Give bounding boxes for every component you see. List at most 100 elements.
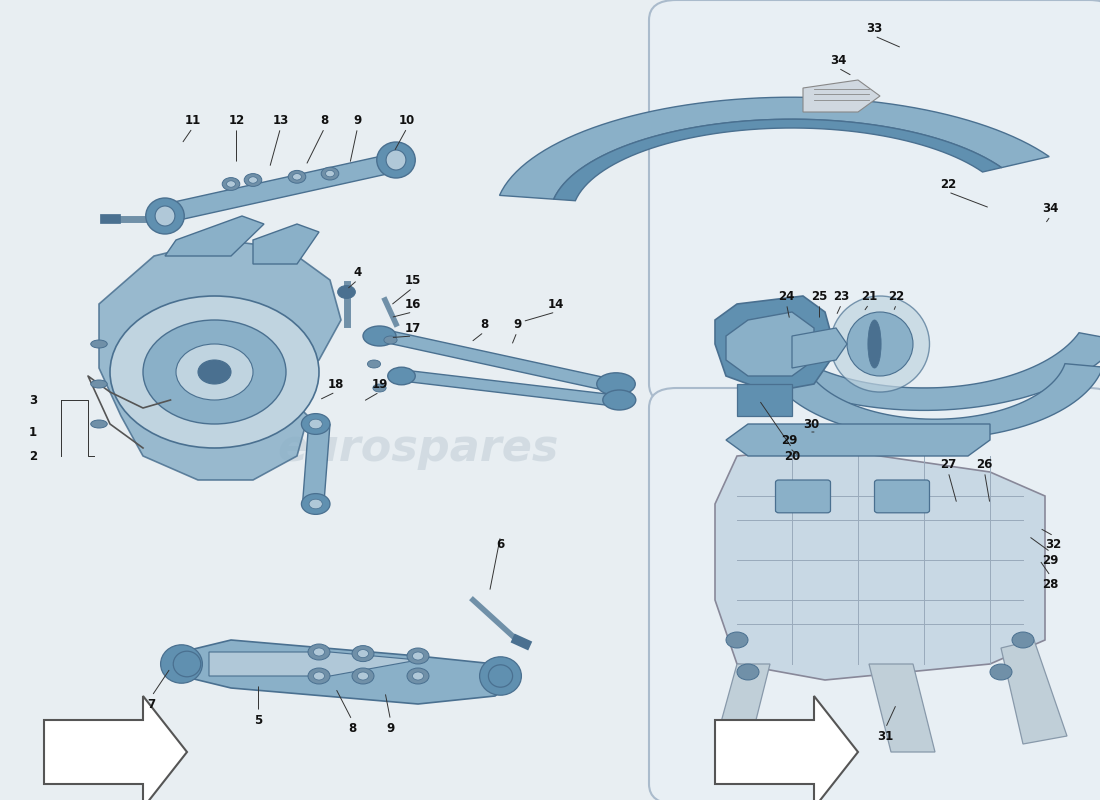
Text: 14: 14 [548, 298, 563, 310]
Polygon shape [774, 364, 1100, 438]
Text: 2: 2 [29, 450, 37, 462]
Text: 24: 24 [779, 290, 794, 302]
Circle shape [176, 344, 253, 400]
Circle shape [407, 668, 429, 684]
Ellipse shape [363, 326, 396, 346]
Text: 19: 19 [372, 378, 387, 390]
Ellipse shape [597, 373, 636, 395]
Circle shape [737, 664, 759, 680]
Circle shape [293, 174, 301, 180]
Text: 34: 34 [1043, 202, 1058, 214]
Text: 34: 34 [830, 54, 846, 66]
Text: 9: 9 [386, 722, 395, 734]
Polygon shape [715, 696, 858, 800]
Circle shape [990, 664, 1012, 680]
Circle shape [412, 652, 424, 660]
Polygon shape [385, 330, 605, 390]
Circle shape [314, 672, 324, 680]
Text: 29: 29 [1043, 554, 1058, 566]
Ellipse shape [480, 657, 521, 695]
Polygon shape [407, 370, 610, 406]
Ellipse shape [868, 320, 881, 368]
Text: 10: 10 [399, 114, 415, 126]
Text: 17: 17 [405, 322, 420, 334]
Polygon shape [302, 424, 330, 504]
Text: 20: 20 [784, 450, 800, 462]
Text: 29: 29 [782, 434, 797, 446]
FancyBboxPatch shape [649, 0, 1100, 404]
Ellipse shape [90, 340, 108, 348]
Polygon shape [803, 80, 880, 112]
Ellipse shape [90, 420, 108, 428]
Text: 18: 18 [328, 378, 343, 390]
Text: 26: 26 [977, 458, 992, 470]
Polygon shape [1001, 640, 1067, 744]
Text: 31: 31 [878, 730, 893, 742]
Text: 33: 33 [867, 22, 882, 34]
Text: 9: 9 [353, 114, 362, 126]
Polygon shape [902, 480, 1012, 560]
Text: 5: 5 [254, 714, 263, 726]
Polygon shape [869, 664, 935, 752]
Text: 21: 21 [861, 290, 877, 302]
Circle shape [1012, 632, 1034, 648]
Circle shape [288, 170, 306, 183]
Polygon shape [727, 333, 1100, 410]
Polygon shape [726, 424, 990, 456]
Text: 28: 28 [1043, 578, 1058, 590]
Ellipse shape [90, 380, 108, 388]
Text: 25: 25 [812, 290, 827, 302]
Polygon shape [715, 664, 770, 752]
Circle shape [309, 419, 322, 429]
Ellipse shape [488, 665, 513, 687]
Ellipse shape [145, 198, 185, 234]
Text: 32: 32 [1046, 538, 1062, 550]
Polygon shape [499, 98, 1049, 199]
Ellipse shape [847, 312, 913, 376]
Text: 22: 22 [940, 178, 956, 190]
Polygon shape [154, 150, 407, 226]
Text: 27: 27 [940, 458, 956, 470]
FancyBboxPatch shape [649, 388, 1100, 800]
Text: 13: 13 [273, 114, 288, 126]
Circle shape [309, 499, 322, 509]
Circle shape [358, 650, 368, 658]
Circle shape [198, 360, 231, 384]
Circle shape [358, 672, 368, 680]
Text: 6: 6 [496, 538, 505, 550]
FancyBboxPatch shape [776, 480, 830, 513]
Text: 3: 3 [29, 394, 37, 406]
Text: 22: 22 [889, 290, 904, 302]
Text: 7: 7 [147, 698, 156, 710]
Circle shape [222, 178, 240, 190]
Circle shape [412, 672, 424, 680]
Circle shape [326, 170, 334, 177]
Circle shape [301, 414, 330, 434]
Polygon shape [209, 652, 418, 676]
Circle shape [301, 494, 330, 514]
Circle shape [110, 296, 319, 448]
Text: 4: 4 [353, 266, 362, 278]
Text: 8: 8 [348, 722, 356, 734]
Ellipse shape [174, 651, 200, 677]
Circle shape [726, 632, 748, 648]
Text: 23: 23 [834, 290, 849, 302]
Circle shape [352, 646, 374, 662]
Text: 1: 1 [29, 426, 37, 438]
Ellipse shape [384, 336, 397, 344]
Polygon shape [726, 312, 814, 376]
Circle shape [321, 167, 339, 180]
Ellipse shape [161, 645, 202, 683]
Circle shape [314, 648, 324, 656]
Text: 9: 9 [513, 318, 521, 330]
Text: 8: 8 [480, 318, 488, 330]
Text: 12: 12 [229, 114, 244, 126]
Circle shape [227, 181, 235, 187]
Circle shape [308, 644, 330, 660]
Ellipse shape [376, 142, 416, 178]
Text: 11: 11 [185, 114, 200, 126]
FancyBboxPatch shape [874, 480, 929, 513]
Text: eurospares: eurospares [277, 426, 559, 470]
Polygon shape [715, 296, 836, 392]
Polygon shape [165, 216, 264, 256]
